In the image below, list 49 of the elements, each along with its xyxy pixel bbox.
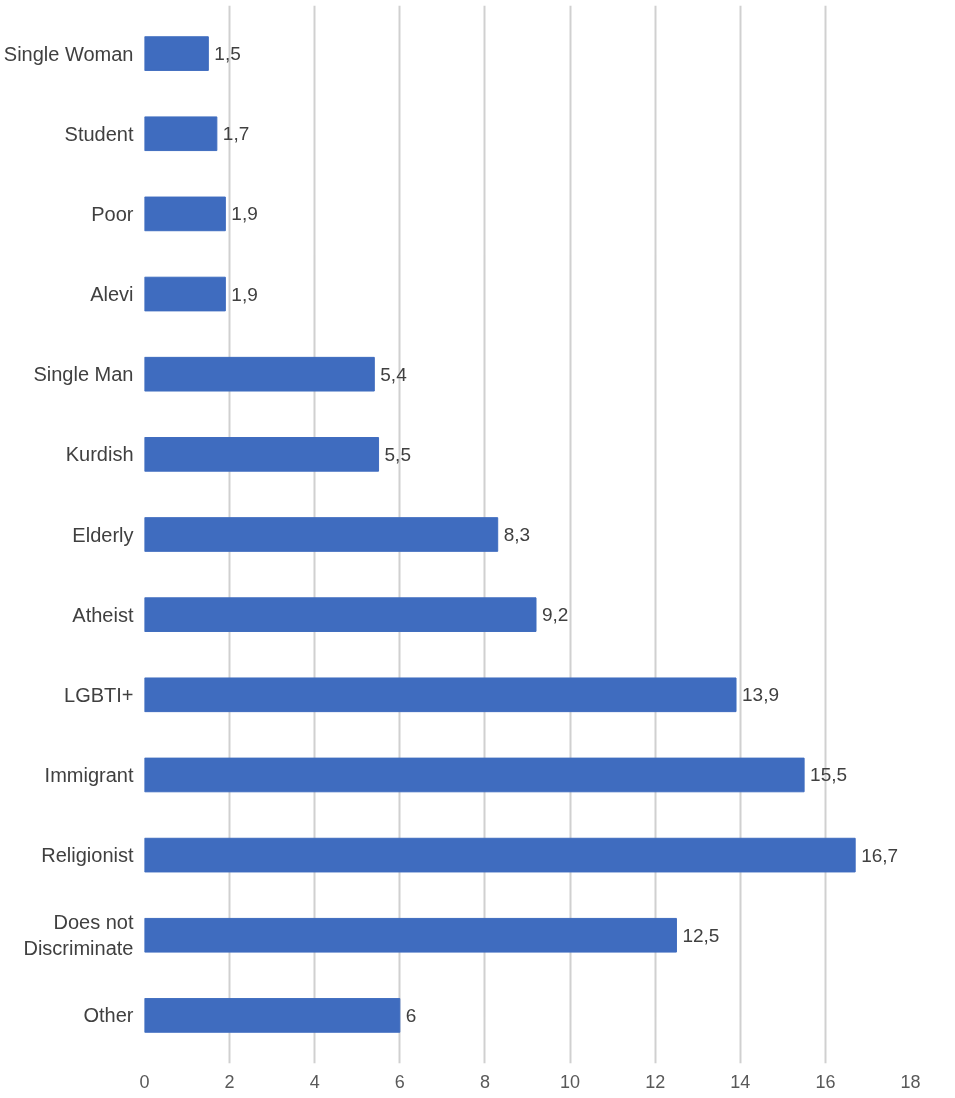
- bar: [144, 917, 677, 953]
- bar: [144, 356, 375, 392]
- x-tick-label: 14: [730, 1071, 751, 1092]
- x-tick-label: 2: [224, 1071, 235, 1092]
- y-tick-label: Elderly: [72, 523, 134, 546]
- y-tick-label: Other: [83, 1004, 134, 1027]
- data-label: 16,7: [861, 844, 899, 866]
- y-tick-label: Student: [64, 122, 134, 145]
- bar: [144, 677, 737, 713]
- data-label: 13,9: [742, 684, 780, 706]
- bar: [144, 437, 380, 472]
- y-tick-label: Religionist: [41, 844, 134, 867]
- data-label: 1,9: [231, 283, 258, 305]
- data-label: 1,5: [214, 43, 241, 65]
- bar: [144, 517, 499, 552]
- data-label: 1,9: [231, 203, 258, 225]
- y-tick-label: Alevi: [90, 283, 134, 306]
- y-tick-label: Immigrant: [44, 763, 134, 786]
- bar: [144, 116, 218, 152]
- y-tick-label: Does not Discriminate: [23, 911, 134, 960]
- bar: [144, 998, 401, 1033]
- data-label: 6: [405, 1004, 417, 1026]
- x-tick-label: 10: [560, 1071, 581, 1092]
- y-tick-label: Kurdish: [65, 443, 134, 466]
- bar: [144, 597, 537, 632]
- x-tick-label: 16: [815, 1071, 836, 1092]
- y-tick-label: Atheist: [72, 603, 134, 626]
- x-tick-label: 12: [645, 1071, 666, 1092]
- bar: [144, 36, 209, 71]
- data-label: 9,2: [542, 604, 569, 626]
- x-tick-label: 6: [394, 1071, 405, 1092]
- y-tick-label: Poor: [91, 202, 134, 225]
- bar: [144, 837, 856, 873]
- data-label: 1,7: [222, 123, 250, 145]
- bar: [144, 757, 805, 793]
- data-label: 5,5: [384, 443, 411, 465]
- x-tick-label: 18: [900, 1071, 921, 1092]
- x-tick-label: 4: [309, 1071, 320, 1092]
- x-tick-label: 0: [139, 1071, 150, 1092]
- y-tick-label: LGBTI+: [64, 683, 134, 706]
- bar: [144, 196, 226, 232]
- data-label: 5,4: [380, 363, 408, 385]
- y-tick-label: Single Woman: [3, 42, 134, 65]
- data-label: 12,5: [682, 924, 720, 946]
- y-tick-label: Single Man: [33, 363, 134, 386]
- data-label: 15,5: [810, 764, 848, 786]
- data-label: 8,3: [503, 524, 531, 545]
- x-tick-label: 8: [479, 1071, 490, 1092]
- bar: [144, 276, 226, 312]
